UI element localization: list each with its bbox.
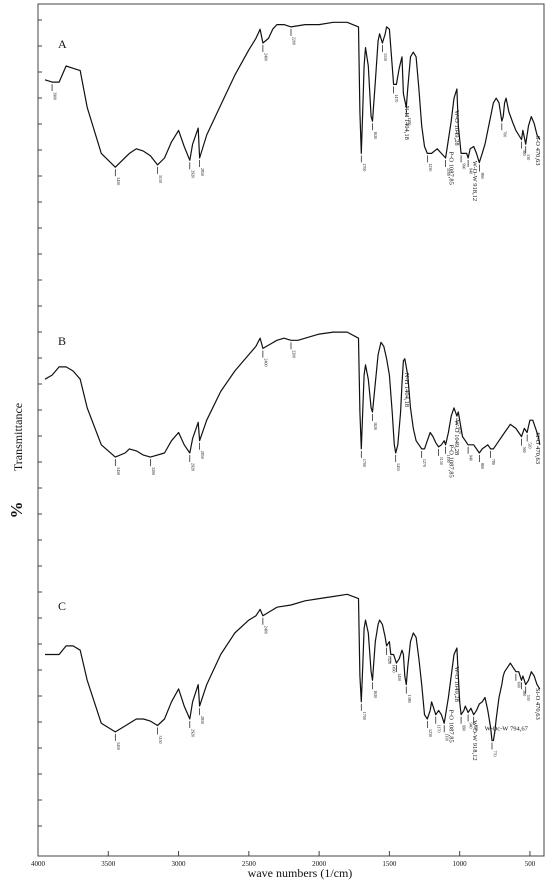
peak-label: 770	[492, 751, 497, 757]
peak-label: 860	[480, 463, 485, 469]
peak-label: 1700	[362, 163, 367, 171]
peak-label: 2200	[292, 37, 297, 45]
peak-label: 2920	[190, 729, 195, 737]
bond-annotation: Si-O 470,63	[534, 688, 541, 720]
spectrum-panel-b: B 3450 3200 2920 2850 2400 2200 1700 1620 1455 127…	[44, 331, 541, 478]
peak-label: 3900	[53, 92, 58, 100]
bond-annotation: P-O 1087,85	[447, 152, 454, 185]
peak-label: 1110	[445, 733, 450, 741]
bond-annotation: N-H 1404,18	[403, 373, 410, 407]
bond-annotation: W-O-W 918,12	[471, 161, 478, 201]
bond-annotation: W-Oc-W 794,67	[485, 725, 529, 732]
peak-label: 1230	[428, 729, 433, 737]
peak-label: 1470	[394, 94, 399, 102]
bond-annotation: W-O 1049,28	[453, 667, 460, 702]
peak-label: 940	[469, 168, 474, 174]
peak-label: 1270	[422, 459, 427, 467]
peak-label: 3450	[116, 467, 121, 475]
peak-label: 530	[526, 695, 531, 701]
spectra-panels: A 3900 3450 3150 2920 2850 2400 2200 1700 1620 155…	[44, 21, 541, 761]
peak-label: 3150	[158, 735, 163, 743]
peak-label: 3450	[116, 177, 121, 185]
peak-label: 2920	[190, 170, 195, 178]
peak-label: 1380	[407, 695, 412, 703]
spectrum-panel-a: A 3900 3450 3150 2920 2850 2400 2200 1700 1620 155…	[44, 21, 541, 201]
peak-label: 1150	[439, 457, 444, 465]
peak-label: 1020	[457, 426, 462, 434]
spectrum-line	[45, 593, 541, 742]
peak-label: 700	[502, 131, 507, 137]
peak-label: 1620	[373, 131, 378, 139]
peak-label: 990	[462, 725, 467, 731]
peak-label: 780	[491, 459, 496, 465]
peak-label: 1450	[397, 673, 402, 681]
bond-annotation: N-H 1404,18	[403, 106, 410, 140]
peak-label: 940	[469, 455, 474, 461]
peak-label: 600	[516, 682, 521, 688]
plot-frame	[37, 3, 545, 857]
bond-annotation: W-O 1049,28	[453, 110, 460, 145]
peak-label: 860	[480, 173, 485, 179]
peak-label: 900	[474, 725, 479, 731]
x-tick-label: 1000	[453, 860, 468, 868]
peak-label: 1550	[383, 53, 388, 61]
peak-label: 530	[526, 154, 531, 160]
bond-annotation: S-O 470,63	[534, 136, 541, 166]
peak-label: 2400	[263, 358, 268, 366]
peak-label: 2850	[200, 168, 205, 176]
x-tick-label: 2000	[312, 860, 327, 868]
peak-label: 1490	[391, 665, 396, 673]
peak-label: 2400	[263, 53, 268, 61]
bond-annotation: Si-O 470,63	[534, 432, 541, 464]
peak-label: 3200	[151, 467, 156, 475]
peak-label: 1170	[436, 725, 441, 733]
spectrum-line	[44, 331, 541, 458]
peak-label: 1520	[387, 656, 392, 664]
bond-annotation: W-O-W 918,12	[471, 720, 478, 760]
panel-label: C	[58, 599, 66, 613]
peak-label: 1100	[446, 168, 451, 176]
peak-label: 3150	[158, 175, 163, 183]
bond-annotation: P-O 1087,85	[447, 445, 454, 478]
peak-label: 3450	[116, 742, 121, 750]
x-axis-label: wave numbers (1/cm)	[248, 866, 353, 880]
peak-label: 2200	[292, 350, 297, 358]
peak-label: 1700	[362, 459, 367, 467]
peak-label: 1230	[428, 163, 433, 171]
peak-label: 990	[462, 163, 467, 169]
peak-label: 1455	[396, 463, 401, 471]
panel-label: B	[58, 334, 66, 348]
peak-label: 2400	[263, 626, 268, 634]
x-tick-label: 1500	[382, 860, 397, 868]
x-axis-ticks: 4000 3500 3000 2500 2000 1500 1000 500	[31, 19, 536, 868]
x-tick-label: 3500	[101, 860, 116, 868]
x-tick-label: 2500	[242, 860, 257, 868]
peak-label: 2920	[190, 463, 195, 471]
peak-label: 1620	[373, 422, 378, 430]
panel-label: A	[58, 37, 67, 51]
y-axis-label: Transmittance	[11, 403, 25, 471]
peak-label: 560	[522, 447, 527, 453]
bond-annotation: P-O 1087,85	[447, 710, 454, 743]
x-tick-label: 500	[525, 860, 536, 868]
peak-label: 560	[522, 690, 527, 696]
spectrum-line	[44, 21, 541, 168]
spectrum-panel-c: C 3450 3150 2920 2850 2400 1700 1620 15201490145…	[45, 593, 541, 761]
x-tick-label: 3000	[172, 860, 187, 868]
y-axis-symbol: %	[7, 502, 26, 519]
peak-label: 2850	[200, 451, 205, 459]
peak-label: 1620	[373, 690, 378, 698]
peak-label: 1380	[407, 117, 412, 125]
peak-label: 520	[528, 443, 533, 449]
x-tick-label: 4000	[31, 860, 46, 868]
peak-label: 1100	[446, 455, 451, 463]
peak-label: 940	[469, 723, 474, 729]
peak-label: 1700	[362, 712, 367, 720]
peak-label: 560	[522, 150, 527, 156]
peak-label: 2850	[200, 716, 205, 724]
bond-annotation: W-O 1049,28	[453, 420, 460, 455]
